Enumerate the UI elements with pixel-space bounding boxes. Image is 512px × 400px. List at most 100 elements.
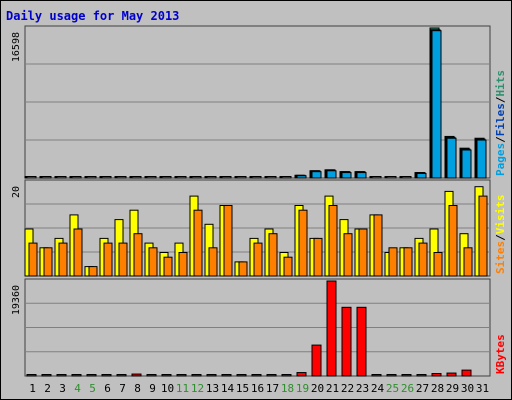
y-max-label: 20 bbox=[11, 186, 22, 198]
pages-bar bbox=[311, 171, 322, 179]
y-max-label: 16598 bbox=[11, 32, 22, 62]
sites-bar bbox=[268, 233, 278, 277]
pages-bar bbox=[326, 170, 337, 179]
x-tick-label: 17 bbox=[266, 382, 279, 395]
x-tick-label: 12 bbox=[191, 382, 204, 395]
kbytes-bar bbox=[236, 374, 247, 377]
sites-bar bbox=[253, 242, 263, 277]
kbytes-bar bbox=[116, 374, 127, 377]
sites-bar bbox=[28, 242, 38, 277]
sites-bar bbox=[208, 247, 218, 277]
kbytes-bar bbox=[41, 374, 52, 377]
sites-bar bbox=[88, 266, 98, 277]
kbytes-bar bbox=[221, 374, 232, 377]
kbytes-bar bbox=[371, 374, 382, 377]
kbytes-bar bbox=[146, 374, 157, 377]
pages-bar bbox=[341, 172, 352, 179]
sites-bar bbox=[118, 242, 128, 277]
kbytes-bar bbox=[401, 374, 412, 377]
kbytes-bar bbox=[416, 374, 427, 377]
sites-bar bbox=[43, 247, 53, 277]
sites-bar bbox=[343, 233, 353, 277]
sites-bar bbox=[313, 237, 323, 277]
x-tick-label: 13 bbox=[206, 382, 219, 395]
sites-bar bbox=[73, 228, 83, 277]
panel-label: Sites/Visits bbox=[494, 195, 507, 275]
x-tick-label: 8 bbox=[134, 382, 141, 395]
kbytes-bar bbox=[341, 306, 352, 377]
x-tick-label: 16 bbox=[251, 382, 264, 395]
pages-bar bbox=[26, 176, 37, 179]
kbytes-bar bbox=[176, 374, 187, 377]
sites-bar bbox=[103, 242, 113, 277]
y-max-label: 19360 bbox=[11, 285, 22, 315]
kbytes-bar bbox=[296, 372, 307, 377]
x-tick-label: 20 bbox=[311, 382, 324, 395]
sites-bar bbox=[298, 209, 308, 277]
pages-bar bbox=[356, 172, 367, 179]
sites-bar bbox=[373, 214, 383, 277]
kbytes-bar bbox=[326, 280, 337, 377]
kbytes-bar bbox=[161, 374, 172, 377]
kbytes-bar bbox=[101, 374, 112, 377]
sites-bar bbox=[433, 252, 443, 277]
x-tick-label: 15 bbox=[236, 382, 249, 395]
sites-bar bbox=[163, 256, 173, 277]
kbytes-bar bbox=[431, 373, 442, 377]
x-tick-label: 10 bbox=[161, 382, 174, 395]
pages-bar bbox=[266, 176, 277, 179]
x-tick-label: 23 bbox=[356, 382, 369, 395]
panel-label: Pages/Files/Hits bbox=[494, 70, 507, 176]
pages-bar bbox=[431, 30, 442, 179]
pages-bar bbox=[236, 176, 247, 179]
kbytes-bar bbox=[356, 306, 367, 377]
sites-bar bbox=[358, 228, 368, 277]
x-tick-label: 2 bbox=[44, 382, 51, 395]
kbytes-bar bbox=[281, 374, 292, 377]
pages-bar bbox=[416, 172, 427, 179]
x-tick-label: 26 bbox=[401, 382, 414, 395]
x-tick-label: 1 bbox=[29, 382, 36, 395]
x-tick-label: 30 bbox=[461, 382, 474, 395]
pages-bar bbox=[101, 176, 112, 179]
chart-title: Daily usage for May 2013 bbox=[6, 9, 179, 23]
sites-bar bbox=[388, 247, 398, 277]
sites-bar bbox=[463, 247, 473, 277]
x-tick-label: 22 bbox=[341, 382, 354, 395]
sites-bar bbox=[178, 252, 188, 277]
kbytes-bar bbox=[26, 374, 37, 377]
kbytes-bar bbox=[251, 374, 262, 377]
x-tick-label: 14 bbox=[221, 382, 235, 395]
x-tick-label: 28 bbox=[431, 382, 444, 395]
kbytes-bar bbox=[266, 374, 277, 377]
pages-bar bbox=[176, 176, 187, 179]
pages-bar bbox=[206, 176, 217, 179]
pages-bar bbox=[146, 176, 157, 179]
pages-bar bbox=[71, 176, 82, 179]
x-tick-label: 31 bbox=[476, 382, 489, 395]
kbytes-bar bbox=[191, 374, 202, 377]
pages-bar bbox=[281, 176, 292, 179]
sites-bar bbox=[193, 209, 203, 277]
kbytes-bar bbox=[86, 374, 97, 377]
pages-bar bbox=[116, 176, 127, 179]
sites-bar bbox=[133, 233, 143, 277]
x-tick-label: 21 bbox=[326, 382, 339, 395]
pages-bar bbox=[86, 176, 97, 179]
pages-files-hits-panel: 16598 Pages/Files/Hits bbox=[11, 25, 507, 179]
x-tick-label: 18 bbox=[281, 382, 294, 395]
pages-bar bbox=[221, 176, 232, 179]
sites-bar bbox=[238, 261, 248, 277]
pages-bar bbox=[56, 176, 67, 179]
pages-bar bbox=[131, 176, 142, 179]
sites-bar bbox=[283, 256, 293, 277]
sites-bar bbox=[148, 247, 158, 277]
pages-bar bbox=[251, 176, 262, 179]
pages-bar bbox=[386, 176, 397, 179]
x-tick-label: 4 bbox=[74, 382, 81, 395]
x-tick-label: 9 bbox=[149, 382, 156, 395]
kbytes-bar bbox=[131, 373, 142, 377]
kbytes-bar bbox=[461, 369, 472, 377]
pages-bar bbox=[461, 149, 472, 179]
